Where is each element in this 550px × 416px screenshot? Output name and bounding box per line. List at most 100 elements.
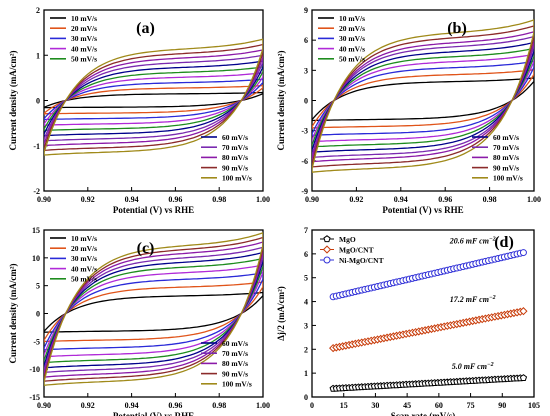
x-tick-label: 60 (435, 401, 443, 410)
cv-curve-50-mV-s (44, 66, 263, 132)
x-tick-label: 0.94 (125, 401, 139, 410)
x-tick-label: 1.00 (256, 195, 270, 204)
y-tick-label: -5 (33, 337, 40, 346)
cv-curve-50-mV-s (312, 47, 534, 148)
x-tick-label: 75 (467, 401, 475, 410)
cv-bottom-legend-entry: 60 mV/s (493, 133, 519, 142)
cv-top-legend-entry: 20 mV/s (71, 24, 97, 33)
cv-top-legend-entry: 20 mV/s (339, 24, 365, 33)
cv-top-legend-entry: 40 mV/s (71, 264, 97, 273)
cv-top-legend-entry: 10 mV/s (71, 234, 97, 243)
cv-bottom-legend-entry: 90 mV/s (222, 163, 248, 172)
y-tick-label: -2 (33, 187, 40, 196)
plot-area (44, 38, 263, 156)
cv-curve-50-mV-s (44, 257, 263, 364)
cv-top-legend-entry: 20 mV/s (71, 244, 97, 253)
cv-curve-80-mV-s (44, 49, 263, 147)
cv-curve-70-mV-s (312, 35, 534, 159)
x-tick-label: 30 (371, 401, 379, 410)
x-tick-label: 0.98 (483, 195, 497, 204)
cv-curve-70-mV-s (44, 246, 263, 374)
y-tick-label: -10 (29, 365, 40, 374)
x-tick-label: 45 (403, 401, 411, 410)
panel-2: 0.90 0.92 0.94 0.96 0.98 1.00 -15 -10 -5 0 5 10 15 Po… (8, 226, 270, 416)
x-axis-label: Potential (V) vs RHE (382, 205, 463, 215)
cv-curve-40-mV-s (312, 53, 534, 143)
x-axis-label: Potential (V) vs RHE (113, 411, 194, 416)
y-tick-label: 3 (304, 66, 308, 75)
cv-curve-60-mV-s (44, 251, 263, 369)
y-tick-label: -9 (301, 187, 308, 196)
cv-top-legend-entry: 50 mV/s (339, 55, 365, 64)
y-tick-label: -3 (301, 127, 308, 136)
cv-curve-10-mV-s (44, 91, 263, 109)
cv-top-legend-entry: 30 mV/s (71, 34, 97, 43)
y-tick-label: 15 (32, 226, 40, 235)
x-tick-label: 0.92 (81, 195, 95, 204)
y-tick-label: -6 (301, 157, 308, 166)
y-tick-label: 0 (304, 393, 308, 402)
y-tick-label: 4 (304, 298, 308, 307)
cv-curve-10-mV-s (44, 291, 263, 333)
plot-area (44, 232, 263, 386)
data-point (519, 307, 528, 316)
y-tick-label: 5 (304, 274, 308, 283)
series-MgO (329, 374, 528, 392)
y-tick-label: 0 (36, 310, 40, 319)
y-tick-label: 3 (304, 321, 308, 330)
x-tick-label: 0.98 (212, 195, 226, 204)
x-tick-label: 0.96 (438, 195, 452, 204)
x-tick-label: 0.92 (349, 195, 363, 204)
y-tick-label: 2 (36, 6, 40, 15)
capacitance-annotation: 17.2 mF cm−2 (450, 295, 496, 304)
x-tick-label: 0.94 (125, 195, 139, 204)
x-tick-label: 0.90 (305, 195, 319, 204)
plot-area (329, 249, 528, 392)
scatter-legend-entry: MgO/CNT (339, 246, 374, 255)
cv-top-legend-entry: 30 mV/s (339, 34, 365, 43)
x-tick-label: 105 (528, 401, 540, 410)
scatter-legend-marker (322, 245, 332, 254)
cv-bottom-legend-entry: 90 mV/s (222, 369, 248, 378)
cv-bottom-legend-entry: 70 mV/s (222, 349, 248, 358)
cv-curve-80-mV-s (44, 241, 263, 378)
panel-label: (c) (137, 240, 155, 257)
cv-bottom-legend-entry: 60 mV/s (222, 339, 248, 348)
y-tick-label: 2 (304, 345, 308, 354)
cv-curve-80-mV-s (312, 31, 534, 163)
panel-0: 0.90 0.92 0.94 0.96 0.98 1.00 -2 -1 0 1 2 Potential… (8, 6, 270, 215)
cv-curve-90-mV-s (44, 43, 263, 151)
cv-curve-100-mV-s (44, 38, 263, 156)
series-Ni-MgO-CNT (329, 249, 527, 301)
y-tick-label: 6 (304, 250, 308, 259)
x-tick-label: 1.00 (527, 195, 541, 204)
cv-bottom-legend-entry: 100 mV/s (222, 380, 252, 389)
cv-top-legend-entry: 50 mV/s (71, 55, 97, 64)
scatter-legend-entry: MgO (339, 235, 356, 244)
y-tick-label: 10 (32, 254, 40, 263)
cv-curve-30-mV-s (44, 272, 263, 351)
data-point (519, 249, 527, 257)
capacitance-annotation: 20.6 mF cm−2 (449, 237, 496, 246)
y-tick-label: 0 (36, 97, 40, 106)
panel-label: (d) (494, 234, 514, 251)
cv-bottom-legend-entry: 100 mV/s (222, 174, 252, 183)
y-tick-label: 5 (36, 282, 40, 291)
cv-curve-40-mV-s (44, 264, 263, 358)
y-axis-label: Current density (mA/cm²) (8, 50, 18, 150)
x-tick-label: 0.90 (37, 195, 51, 204)
cv-curve-30-mV-s (44, 78, 263, 121)
cv-curve-100-mV-s (44, 232, 263, 386)
y-tick-label: 7 (304, 226, 308, 235)
x-axis-label: Scan rate (mV/s) (391, 411, 456, 416)
y-tick-label: 0 (304, 97, 308, 106)
cv-bottom-legend-entry: 70 mV/s (222, 143, 248, 152)
y-tick-label: 9 (304, 6, 308, 15)
cv-bottom-legend-entry: 70 mV/s (493, 143, 519, 152)
cv-curve-60-mV-s (44, 60, 263, 137)
scatter-legend-marker (323, 256, 331, 264)
y-tick-label: 6 (304, 36, 308, 45)
scatter-legend-marker (323, 235, 331, 243)
panel-label: (a) (136, 20, 155, 37)
y-axis-label: Δj/2 (mA/cm²) (276, 286, 286, 341)
